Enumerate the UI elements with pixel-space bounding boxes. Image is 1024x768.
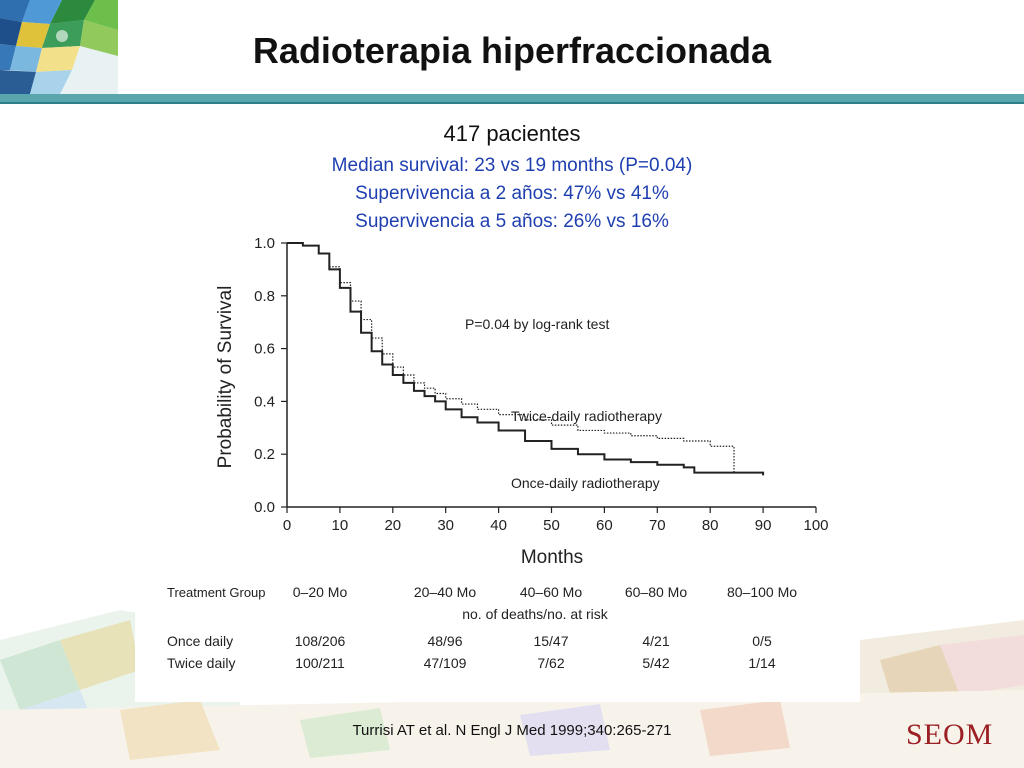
x-tick-label: 50: [543, 517, 560, 534]
mosaic-decoration: [0, 610, 1024, 768]
risk-table-cell: 100/211: [295, 655, 345, 671]
series-label-once-daily: Once-daily radiotherapy: [511, 475, 660, 491]
risk-table-column-header: 40–60 Mo: [520, 584, 582, 600]
two-year-survival-line: Supervivencia a 2 años: 47% vs 41%: [355, 183, 669, 204]
risk-table-cell: 48/96: [427, 633, 462, 649]
risk-table-row-label: Once daily: [167, 633, 233, 649]
twice-daily-curve: [287, 242, 764, 474]
x-tick-label: 10: [332, 517, 349, 534]
x-tick-label: 0: [283, 517, 291, 534]
y-tick-label: 0.0: [254, 499, 275, 516]
risk-table-cell: 0/5: [752, 633, 772, 649]
x-tick-label: 40: [490, 517, 507, 534]
risk-table-column-header: 60–80 Mo: [625, 584, 687, 600]
risk-table-cell: 15/47: [533, 633, 568, 649]
reference-citation: Turrisi AT et al. N Engl J Med 1999;340:…: [352, 722, 672, 739]
risk-table-column-header: 20–40 Mo: [414, 584, 476, 600]
slide-title: Radioterapia hiperfraccionada: [252, 30, 772, 71]
median-survival-line: Median survival: 23 vs 19 months (P=0.04…: [331, 155, 693, 176]
risk-table-cell: 4/21: [642, 633, 669, 649]
once-daily-curve: [287, 242, 765, 476]
risk-table-cell: 7/62: [537, 655, 564, 671]
x-tick-label: 90: [755, 517, 772, 534]
title-divider: [0, 94, 1024, 104]
risk-table-cell: 5/42: [642, 655, 669, 671]
five-year-survival-line: Supervivencia a 5 años: 26% vs 16%: [355, 211, 669, 232]
y-tick-label: 0.2: [254, 446, 275, 463]
risk-table-column-header: 80–100 Mo: [727, 584, 797, 600]
y-tick-label: 0.6: [254, 341, 275, 358]
seom-logo: SEOM: [906, 718, 994, 751]
x-tick-label: 80: [702, 517, 719, 534]
patients-count: 417 pacientes: [443, 121, 581, 146]
x-axis-label: Months: [521, 547, 583, 568]
risk-table-row-label: Twice daily: [167, 655, 235, 671]
risk-table-cell: 47/109: [424, 655, 467, 671]
risk-table-cell: 1/14: [748, 655, 775, 671]
y-axis-label: Probability of Survival: [215, 286, 236, 469]
series-label-twice-daily: Twice-daily radiotherapy: [511, 408, 662, 424]
y-tick-label: 0.4: [254, 393, 275, 410]
mosaic-logo: [0, 0, 118, 94]
x-tick-label: 70: [649, 517, 666, 534]
risk-table-column-header: 0–20 Mo: [293, 584, 348, 600]
risk-table-group-header: Treatment Group: [167, 585, 266, 600]
x-tick-label: 60: [596, 517, 613, 534]
y-tick-label: 1.0: [254, 235, 275, 252]
y-tick-label: 0.8: [254, 288, 275, 305]
risk-table-subheader: no. of deaths/no. at risk: [462, 606, 609, 622]
x-tick-label: 100: [803, 517, 828, 534]
x-tick-label: 30: [437, 517, 454, 534]
survival-chart: Probability of Survival Months P=0.04 by…: [135, 232, 860, 702]
risk-table-cell: 108/206: [295, 633, 346, 649]
x-tick-label: 20: [384, 517, 401, 534]
log-rank-annotation: P=0.04 by log-rank test: [465, 316, 609, 332]
